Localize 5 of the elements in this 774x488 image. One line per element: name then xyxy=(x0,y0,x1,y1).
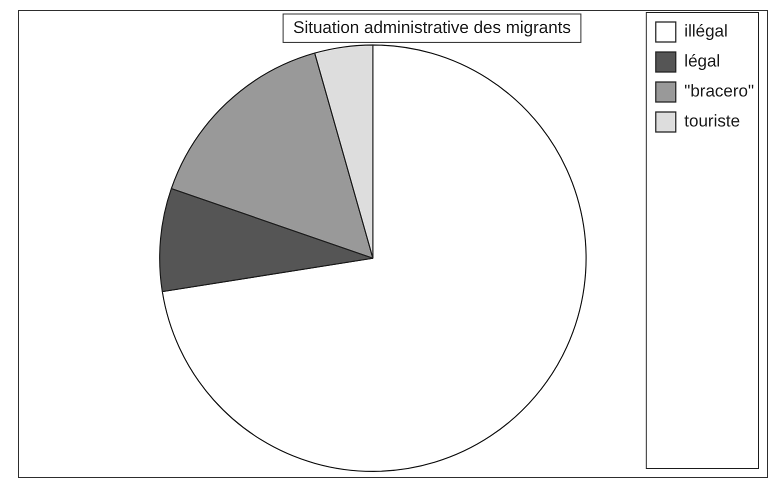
legend-label: touriste xyxy=(684,112,740,131)
legend-label: légal xyxy=(684,52,720,71)
legend-label: illégal xyxy=(684,22,728,41)
legend-label: "bracero" xyxy=(684,82,754,101)
chart-title: Situation administrative des migrants xyxy=(293,18,571,37)
